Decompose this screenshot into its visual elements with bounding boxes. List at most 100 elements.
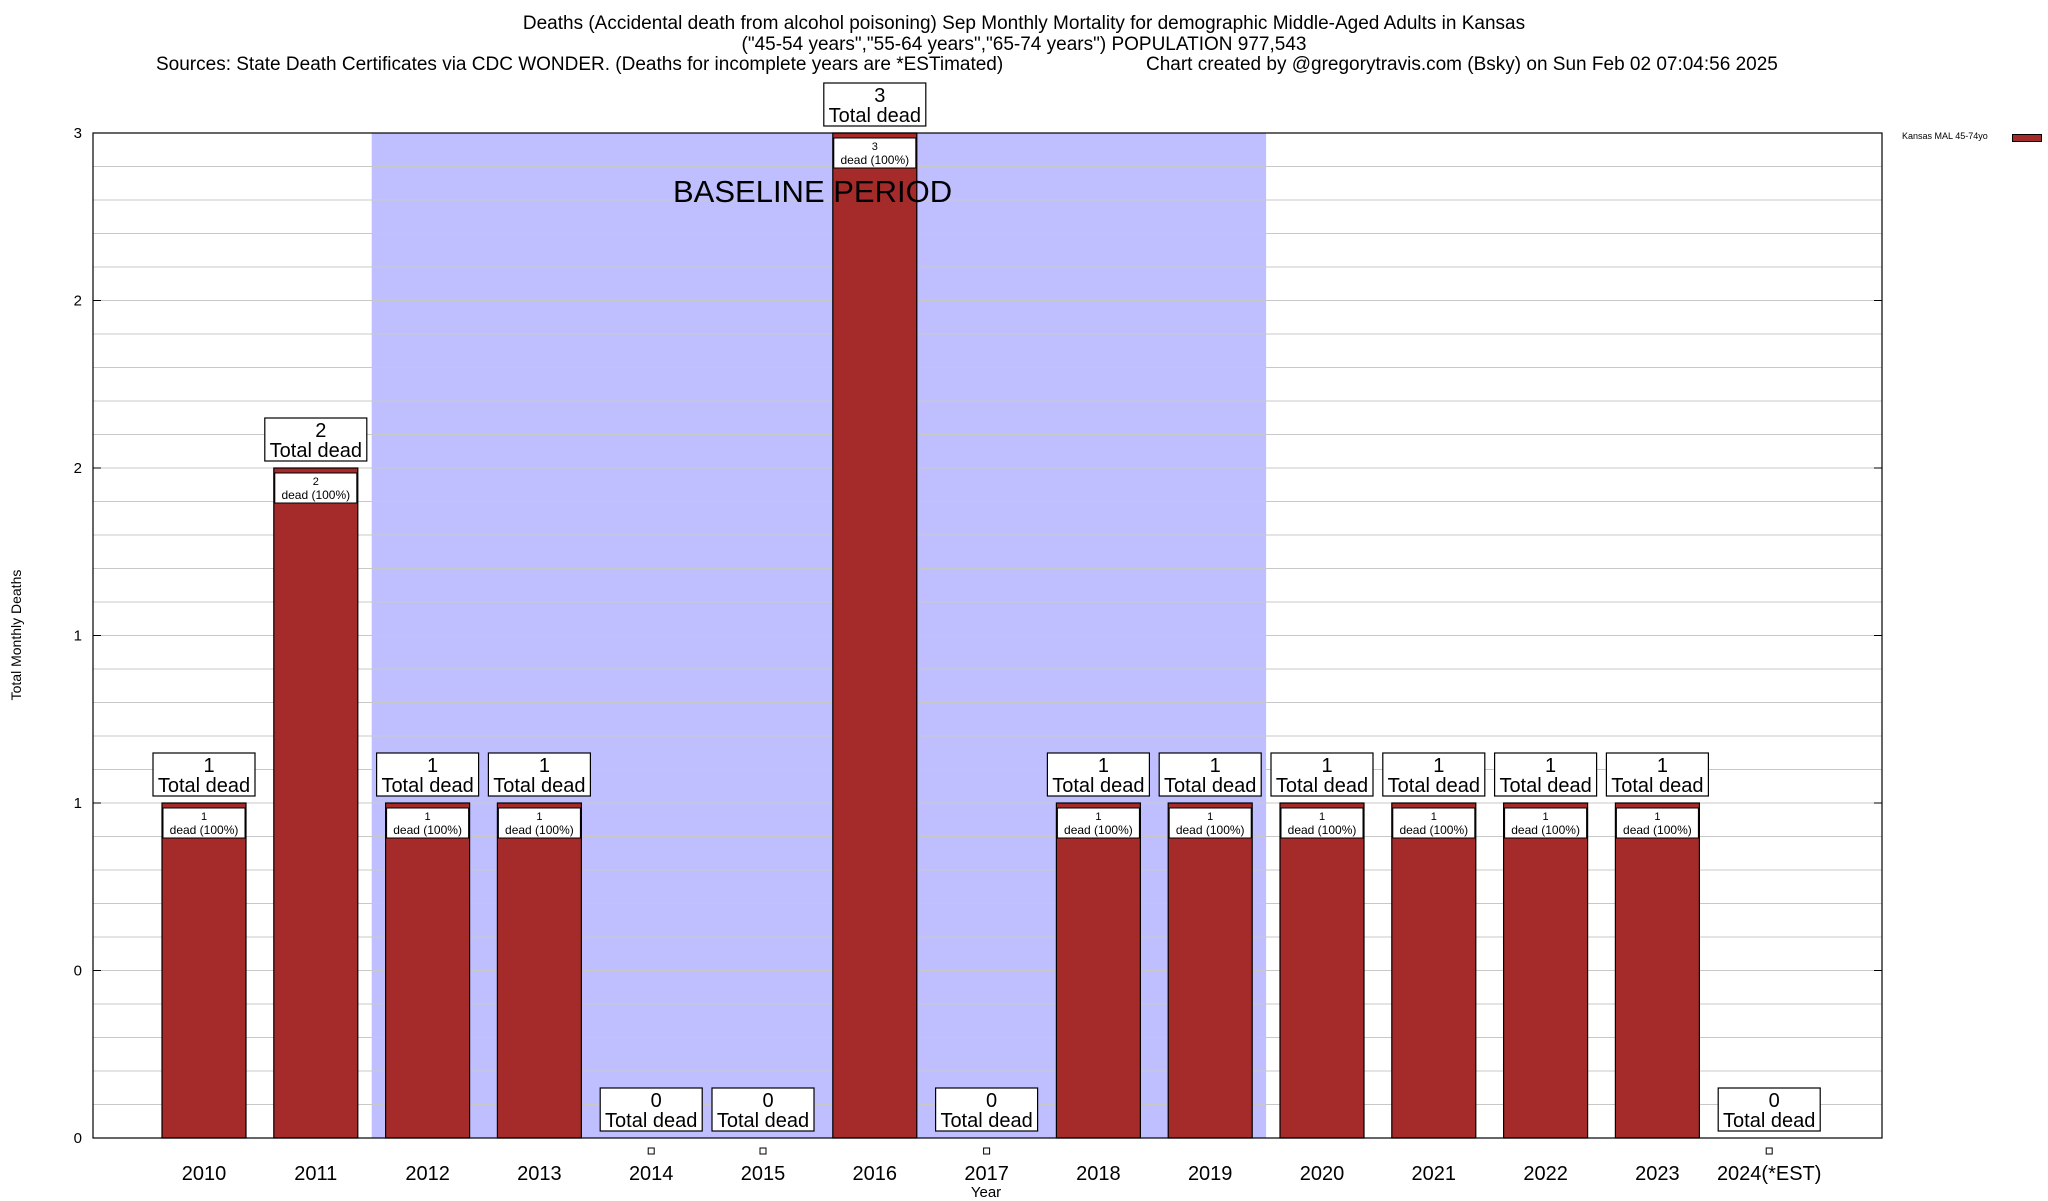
total-dead-box: [1493, 752, 1598, 797]
bar: [1279, 802, 1365, 1139]
bar-inner-label: 1: [1095, 811, 1101, 823]
bar-inner-label-box: [386, 807, 470, 839]
y-tick-label: 2: [74, 293, 82, 310]
total-dead-label: Total dead: [605, 1110, 697, 1132]
zero-marker: [759, 1147, 767, 1155]
legend-label: Kansas MAL 45-74yo: [1902, 131, 1988, 141]
total-dead-label: Total dead: [1052, 775, 1144, 797]
total-dead-label: Total dead: [829, 105, 921, 127]
chart-credit: Chart created by @gregorytravis.com (Bsk…: [1146, 54, 1778, 75]
y-tick-label: 3: [74, 125, 82, 142]
bar: [161, 802, 247, 1139]
bar-inner-label: 1: [425, 811, 431, 823]
total-dead-label: Total dead: [1388, 775, 1480, 797]
bar-inner-label-box: [1056, 807, 1140, 839]
total-dead-box: [152, 752, 256, 797]
bar-inner-label-box: [497, 807, 581, 839]
bar-inner-label-box: [1280, 807, 1364, 839]
total-dead-box: [934, 1087, 1039, 1132]
x-tick-label: 2016: [853, 1163, 898, 1185]
bar-inner-label: dead (100%): [505, 823, 574, 837]
zero-marker: [1765, 1147, 1773, 1155]
bar: [1502, 802, 1589, 1139]
total-dead-box: [599, 1087, 703, 1132]
bar: [1055, 802, 1142, 1139]
total-dead-label: Total dead: [270, 440, 362, 462]
bar-inner-label-box: [1392, 807, 1476, 839]
bar-inner-label-box: [1168, 807, 1252, 839]
total-dead-box: [1046, 752, 1151, 797]
total-dead-label: Total dead: [1611, 775, 1703, 797]
total-dead-box: [823, 82, 927, 127]
bar-inner-label: dead (100%): [1511, 823, 1580, 837]
bar-inner-label: 1: [1543, 811, 1549, 823]
total-dead-count: 3: [874, 85, 885, 107]
x-tick-label: 2014: [629, 1163, 674, 1185]
total-dead-label: Total dead: [717, 1110, 809, 1132]
baseline-period-label: BASELINE PERIOD: [673, 174, 953, 209]
x-tick-label: 2018: [1076, 1163, 1121, 1185]
bar: [1167, 802, 1253, 1139]
total-dead-count: 1: [1657, 755, 1668, 777]
total-dead-label: Total dead: [1164, 775, 1256, 797]
x-tick-label: 2015: [741, 1163, 786, 1185]
x-tick-label: 2013: [517, 1163, 562, 1185]
total-dead-label: Total dead: [381, 775, 473, 797]
x-tick-label: 2024(*EST): [1717, 1163, 1822, 1185]
bar-inner-label-box: [1615, 807, 1699, 839]
bar-inner-label: dead (100%): [1064, 823, 1133, 837]
total-dead-box: [1382, 752, 1486, 797]
bar-inner-label: 1: [1319, 811, 1325, 823]
bar-inner-label: dead (100%): [393, 823, 462, 837]
total-dead-box: [487, 752, 591, 797]
bar-inner-label: dead (100%): [840, 153, 909, 167]
bar-inner-label: dead (100%): [1623, 823, 1692, 837]
x-tick-label: 2022: [1523, 1163, 1568, 1185]
x-tick-label: 2021: [1412, 1163, 1457, 1185]
chart-title-line2: ("45-54 years","55-64 years","65-74 year…: [741, 34, 1307, 55]
total-dead-count: 1: [427, 755, 438, 777]
x-tick-label: 2023: [1635, 1163, 1680, 1185]
total-dead-box: [1717, 1087, 1821, 1132]
y-tick-label: 1: [74, 795, 82, 812]
bar-inner-label: dead (100%): [1176, 823, 1245, 837]
bar: [385, 802, 471, 1139]
total-dead-count: 1: [203, 755, 214, 777]
y-tick-label: 1: [74, 628, 82, 645]
bar-inner-label: dead (100%): [281, 488, 350, 502]
total-dead-count: 0: [1769, 1090, 1780, 1112]
bar-inner-label: 1: [201, 811, 207, 823]
total-dead-count: 2: [315, 420, 326, 442]
bar-inner-label: dead (100%): [1399, 823, 1468, 837]
x-tick-label: 2012: [405, 1163, 450, 1185]
y-axis-label: Total Monthly Deaths: [8, 569, 24, 701]
total-dead-label: Total dead: [1499, 775, 1591, 797]
bar-inner-label: dead (100%): [170, 823, 239, 837]
y-tick-label: 2: [74, 460, 82, 477]
x-tick-label: 2010: [182, 1163, 227, 1185]
total-dead-box: [376, 752, 480, 797]
bar-inner-label: 1: [1431, 811, 1437, 823]
total-dead-count: 0: [762, 1090, 773, 1112]
total-dead-label: Total dead: [1723, 1110, 1815, 1132]
y-tick-label: 0: [74, 1130, 82, 1147]
zero-marker: [647, 1147, 655, 1155]
bar: [496, 802, 582, 1139]
total-dead-box: [1158, 752, 1262, 797]
x-tick-label: 2020: [1300, 1163, 1345, 1185]
legend-swatch: [2012, 134, 2042, 142]
bar-inner-label: dead (100%): [1288, 823, 1357, 837]
total-dead-count: 0: [986, 1090, 997, 1112]
bar-inner-label: 1: [1207, 811, 1213, 823]
bar-inner-label: 2: [313, 476, 319, 488]
bar-inner-label: 1: [536, 811, 542, 823]
total-dead-box: [1605, 752, 1710, 797]
x-tick-label: 2011: [294, 1163, 337, 1185]
total-dead-box: [711, 1087, 815, 1132]
bar-inner-label: 3: [872, 141, 878, 153]
total-dead-count: 1: [1321, 755, 1332, 777]
bar-inner-label-box: [162, 807, 246, 839]
bar: [1614, 802, 1701, 1139]
total-dead-label: Total dead: [158, 775, 250, 797]
bar-inner-label-box: [274, 472, 358, 504]
